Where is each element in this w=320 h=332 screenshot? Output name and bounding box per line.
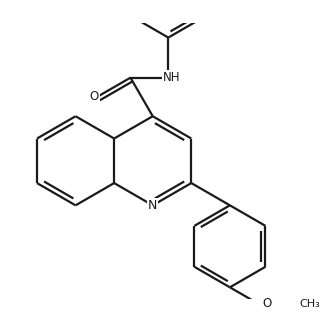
Text: CH₃: CH₃: [299, 299, 320, 309]
Text: NH: NH: [163, 71, 180, 84]
Text: O: O: [262, 296, 272, 310]
Text: N: N: [148, 199, 157, 212]
Text: O: O: [90, 90, 99, 103]
